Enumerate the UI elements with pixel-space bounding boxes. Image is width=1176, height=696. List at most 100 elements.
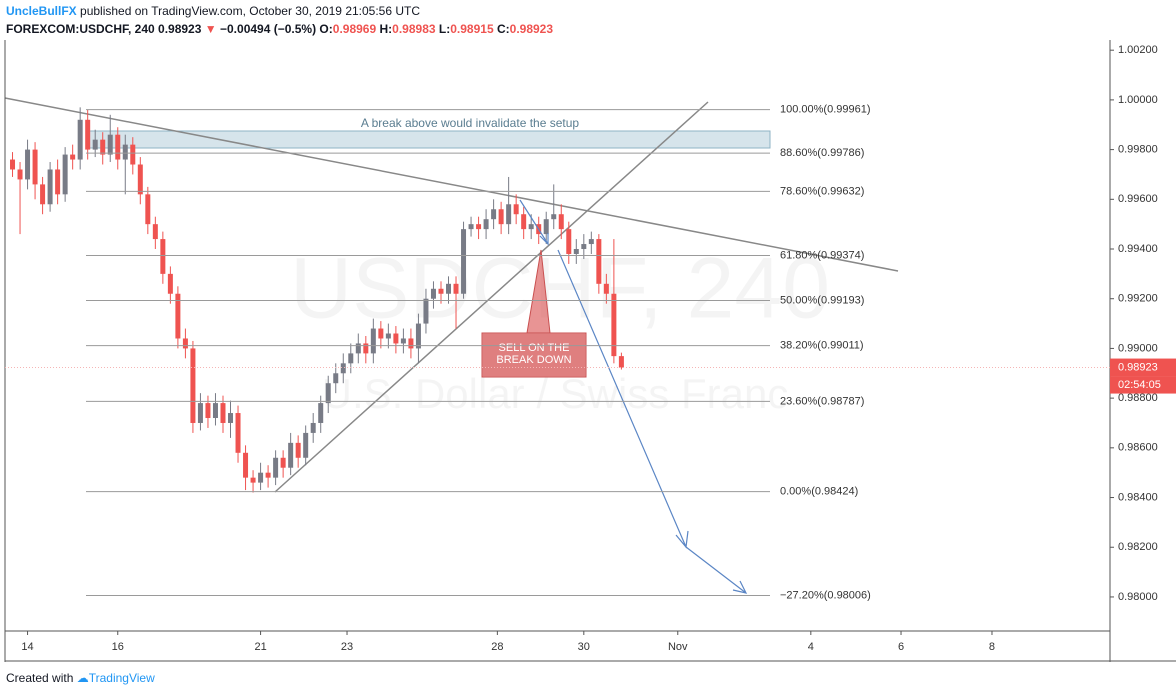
candle-body — [333, 373, 339, 384]
created-with: Created with — [6, 671, 74, 685]
down-trendline — [4, 97, 899, 272]
fib-label: 23.60%(0.98787) — [780, 395, 864, 407]
candle-body — [558, 214, 564, 230]
candle-body — [92, 139, 98, 150]
down-icon: ▼ — [204, 22, 217, 36]
arrow — [685, 546, 748, 594]
price-tag — [1110, 358, 1176, 377]
x-tick-label: 14 — [21, 641, 33, 653]
candle-body — [325, 383, 331, 404]
candle-body — [468, 224, 474, 230]
candle-body — [453, 283, 459, 294]
candle-body — [588, 239, 594, 245]
candle-body — [190, 348, 196, 423]
author[interactable]: UncleBullFX — [6, 4, 77, 18]
candle-body — [228, 413, 234, 423]
x-tick-label: 28 — [491, 641, 503, 653]
x-tick-label: Nov — [668, 641, 688, 653]
o-label: O: — [319, 22, 333, 36]
candle-body — [32, 149, 38, 185]
candle-body — [581, 244, 587, 250]
watermark-subtitle: U.S. Dollar / Swiss Franc — [322, 370, 789, 417]
fib-label: 100.00%(0.99961) — [780, 103, 871, 115]
candle-body — [476, 224, 482, 230]
candle-body — [280, 457, 286, 468]
y-tick-label: 1.00000 — [1118, 94, 1158, 106]
symbol: FOREXCOM:USDCHF, 240 — [6, 22, 155, 36]
candle-body — [483, 219, 489, 230]
candle-body — [25, 149, 31, 180]
candle-body — [498, 209, 504, 225]
candle-body — [566, 229, 572, 254]
y-tick-label: 0.98800 — [1118, 392, 1158, 404]
x-tick-label: 4 — [808, 641, 814, 653]
candle-body — [355, 343, 361, 354]
y-tick-label: 0.98600 — [1118, 442, 1158, 454]
candle-body — [160, 239, 166, 274]
arrow — [519, 199, 549, 246]
candle-body — [85, 119, 91, 150]
candle-body — [400, 338, 406, 344]
l-label: L: — [438, 22, 451, 36]
candle-body — [295, 442, 301, 458]
candle-body — [40, 184, 46, 205]
x-tick-label: 8 — [989, 641, 995, 653]
fib-label: 0.00%(0.98424) — [780, 485, 858, 497]
fib-label: −27.20%(0.98006) — [780, 589, 871, 601]
fib-label: 38.20%(0.99011) — [780, 340, 864, 352]
candle-body — [543, 219, 549, 235]
callout-box — [483, 334, 585, 376]
candle-body — [212, 403, 218, 419]
candle-body — [415, 323, 421, 349]
x-tick-label: 21 — [254, 641, 266, 653]
candle-body — [107, 134, 113, 155]
candle-body — [378, 328, 384, 339]
published: published on TradingView.com, October 30… — [80, 4, 421, 18]
candle-body — [197, 403, 203, 423]
candle-body — [258, 472, 264, 483]
candle-body — [145, 194, 151, 225]
candle-body — [250, 477, 256, 483]
y-tick-label: 0.99000 — [1118, 342, 1158, 354]
candle-body — [438, 288, 444, 294]
candle-body — [167, 273, 173, 294]
candle-body — [137, 164, 143, 195]
candle-body — [551, 214, 557, 220]
candle-body — [408, 338, 414, 349]
candle-body — [370, 328, 376, 354]
candle-body — [611, 293, 617, 357]
y-tick-label: 0.98200 — [1118, 541, 1158, 553]
candle-body — [235, 413, 241, 453]
candle-body — [122, 144, 128, 160]
y-tick-label: 0.99800 — [1118, 144, 1158, 156]
candle-body — [205, 403, 211, 419]
zone-note: A break above would invalidate the setup — [361, 116, 579, 130]
candle-body — [573, 249, 579, 254]
price-tag-label: 0.98923 — [1118, 361, 1158, 373]
callout-text: BREAK DOWN — [496, 354, 571, 366]
last-price: 0.98923 — [158, 22, 202, 36]
h-label: H: — [379, 22, 393, 36]
candle-body — [340, 363, 346, 374]
candle-body — [100, 139, 106, 155]
fib-label: 88.60%(0.99786) — [780, 147, 864, 159]
candle-body — [182, 338, 188, 349]
symbol-line: FOREXCOM:USDCHF, 240 0.98923 ▼ −0.00494 … — [6, 22, 553, 36]
candle-body — [243, 452, 249, 478]
brand[interactable]: TradingView — [88, 671, 155, 685]
candle-body — [220, 403, 226, 423]
candle-body — [77, 119, 83, 160]
chart: USDCHF, 240 U.S. Dollar / Swiss Franc A … — [4, 40, 1176, 662]
candle-body — [47, 169, 53, 205]
candle-body — [130, 144, 136, 165]
y-tick-label: 0.99400 — [1118, 243, 1158, 255]
candle-body — [363, 343, 369, 354]
y-tick-label: 1.00200 — [1118, 44, 1158, 56]
o-value: 0.98969 — [332, 22, 377, 36]
y-tick-label: 0.98000 — [1118, 591, 1158, 603]
candle-body — [175, 293, 181, 339]
candle-body — [603, 283, 609, 294]
callout-text: SELL ON THE — [499, 342, 570, 354]
c-value: 0.98923 — [509, 22, 554, 36]
